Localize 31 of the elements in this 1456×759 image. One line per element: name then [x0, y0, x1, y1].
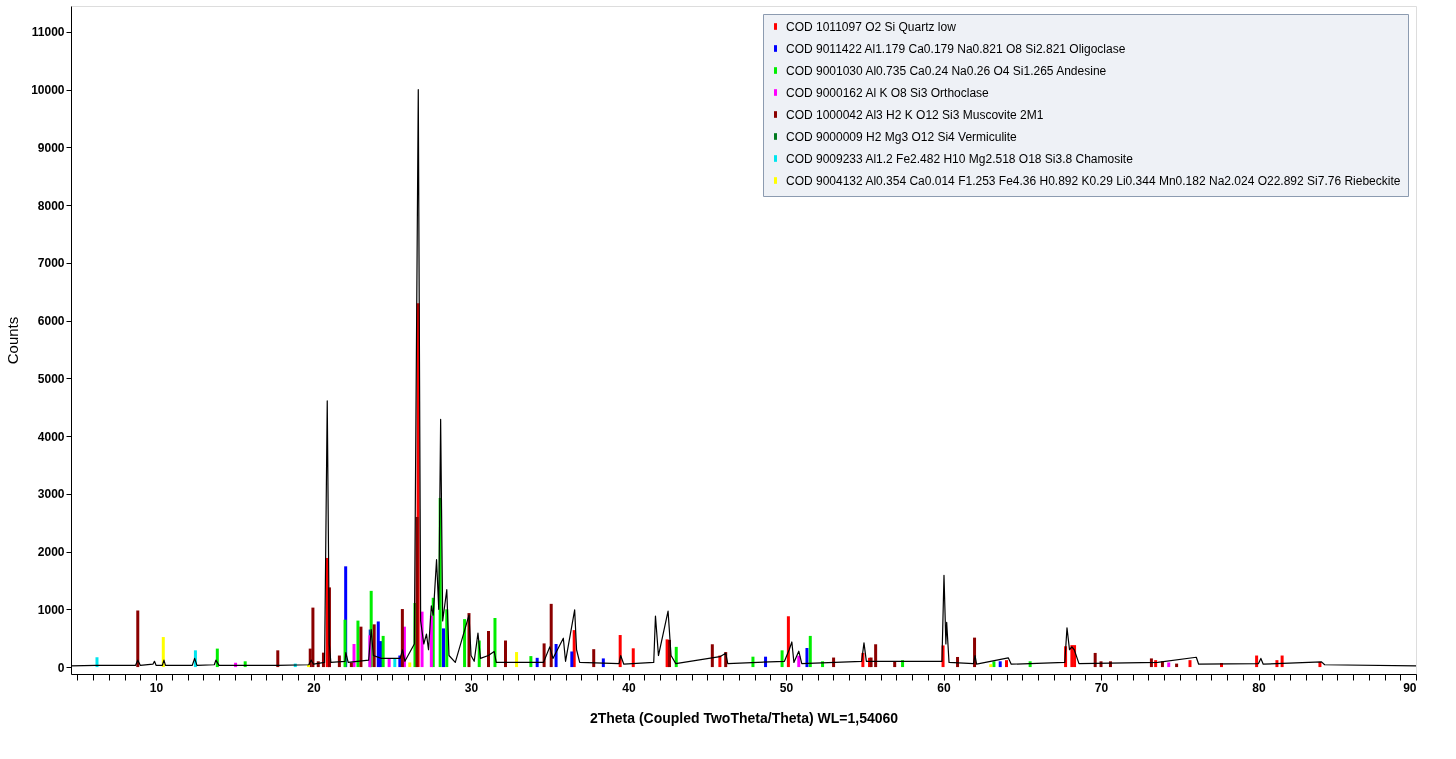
y-tick-label: 8000	[37, 198, 65, 213]
legend-label: COD 9001030 Al0.735 Ca0.24 Na0.26 O4 Si1.265 Andesine	[786, 63, 1107, 78]
x-tick-label: 20	[307, 680, 322, 695]
x-tick-label: 50	[779, 680, 794, 695]
y-tick-label: 1000	[37, 602, 65, 617]
legend-label: COD 1000042 Al3 H2 K O12 Si3 Muscovite 2M1	[786, 107, 1044, 122]
legend-label: COD 1011097 O2 Si Quartz low	[786, 19, 957, 34]
x-tick-label: 60	[937, 680, 952, 695]
x-tick-label: 30	[464, 680, 479, 695]
x-tick-label: 10	[149, 680, 164, 695]
y-tick-label: 5000	[37, 371, 65, 386]
legend-label: COD 9000162 Al K O8 Si3 Orthoclase	[786, 85, 990, 100]
x-tick-label: 70	[1094, 680, 1109, 695]
y-tick-label: 11000	[31, 25, 65, 40]
x-tick-label: 40	[622, 680, 637, 695]
y-tick-label: 9000	[37, 140, 65, 155]
y-tick-label: 6000	[37, 314, 65, 329]
y-tick-label: 3000	[37, 487, 65, 502]
y-tick-label: 4000	[37, 429, 65, 444]
legend-label: COD 9000009 H2 Mg3 O12 Si4 Vermiculite	[786, 129, 1018, 144]
x-tick-label: 80	[1252, 680, 1266, 695]
legend-label: COD 9009233 Al1.2 Fe2.482 H10 Mg2.518 O18 Si3.8 Chamosite	[786, 151, 1134, 166]
y-tick-label: 0	[57, 660, 65, 675]
y-axis-title: Counts	[4, 316, 22, 365]
y-tick-label: 2000	[37, 545, 65, 560]
y-tick-label: 10000	[31, 83, 65, 98]
x-tick-label: 90	[1403, 680, 1417, 695]
legend-label: COD 9011422 Al1.179 Ca0.179 Na0.821 O8 Si2.821 Oligoclase	[786, 41, 1126, 56]
legend-label: COD 9004132 Al0.354 Ca0.014 F1.253 Fe4.36 H0.892 K0.29 Li0.344 Mn0.182 Na2.024 O22.892 Si7.76 Riebeckite	[786, 173, 1401, 188]
y-tick-label: 7000	[37, 256, 65, 271]
x-axis-title: 2Theta (Coupled TwoTheta/Theta) WL=1,54060	[589, 709, 899, 726]
